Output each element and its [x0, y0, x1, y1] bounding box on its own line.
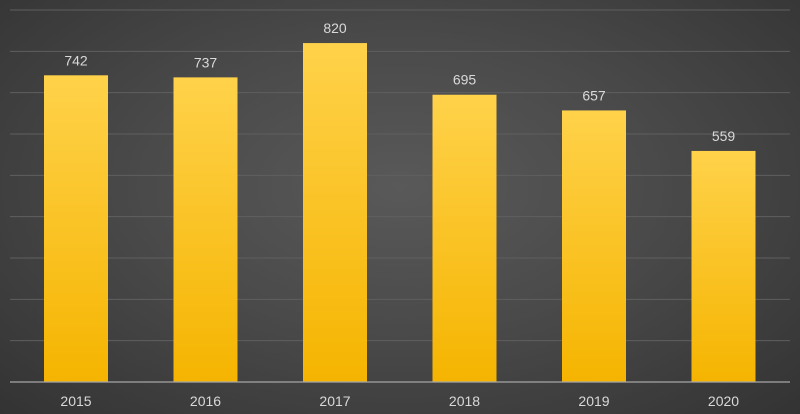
bar-2018: [432, 94, 497, 382]
data-label-2017: 820: [323, 20, 347, 36]
x-tick-label-2017: 2017: [319, 393, 350, 409]
data-label-2016: 737: [194, 54, 218, 70]
bars: [44, 43, 756, 383]
x-tick-label-2019: 2019: [578, 393, 609, 409]
bar-2019: [562, 110, 626, 382]
gridlines: [10, 9, 790, 342]
x-tick-label-2016: 2016: [190, 393, 221, 409]
bar-2020: [691, 150, 756, 382]
x-tick-label-2020: 2020: [708, 393, 739, 409]
bar-2015: [44, 75, 108, 382]
x-tick-label-2018: 2018: [449, 393, 480, 409]
data-labels: 742 737 820 695 657 559: [64, 20, 735, 144]
data-label-2015: 742: [64, 52, 88, 68]
x-axis-tick-labels: 2015 2016 2017 2018 2019 2020: [60, 393, 739, 409]
data-label-2020: 559: [712, 128, 736, 144]
bar-2017: [303, 43, 367, 383]
bar-2016: [173, 77, 238, 382]
x-tick-label-2015: 2015: [60, 393, 91, 409]
data-label-2019: 657: [582, 87, 606, 103]
data-label-2018: 695: [453, 72, 477, 88]
